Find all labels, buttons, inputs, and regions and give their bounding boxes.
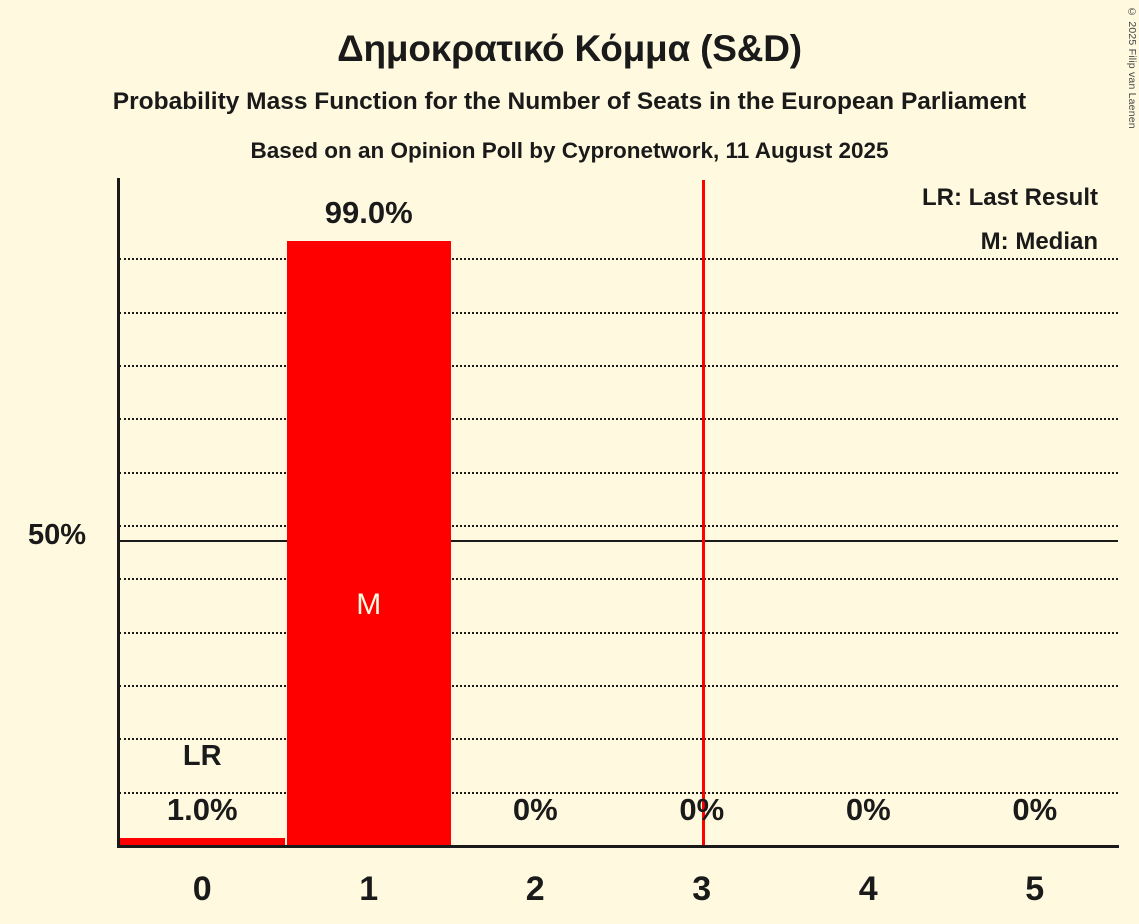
gridline [119,524,1118,527]
x-axis-tick-4: 4 [858,870,878,908]
gridline [119,738,1118,741]
last-result-marker-line [701,180,705,845]
value-label-seats-2: 0% [512,792,558,827]
x-axis-tick-2: 2 [525,870,545,908]
y-axis-line [117,178,120,845]
median-marker-label: M [356,587,382,621]
chart-subtitle: Probability Mass Function for the Number… [112,88,1027,115]
x-axis-tick-3: 3 [692,870,712,908]
value-label-seats-0: 1.0% [166,792,238,827]
gridline-50-percent [119,540,1118,543]
value-label-seats-4: 0% [845,792,891,827]
bar-seats-0[interactable] [120,838,285,845]
legend-item-median: M: Median [980,228,1098,255]
gridline [119,631,1118,634]
value-label-seats-3: 0% [679,792,725,827]
gridline [119,311,1118,314]
gridline [119,471,1118,474]
value-label-seats-1: 99.0% [324,195,413,231]
x-axis-tick-1: 1 [359,870,379,908]
bar-seats-1[interactable]: M [286,241,451,845]
x-axis-tick-5: 5 [1025,870,1045,908]
x-axis-tick-0: 0 [192,870,212,908]
gridline [119,258,1118,261]
gridline [119,578,1118,581]
page-title: Δημοκρατικό Κόμμα (S&D) [337,28,802,69]
last-result-marker-label: LR [182,740,222,772]
x-axis-line [117,845,1119,848]
legend: LR: Last Result M: Median [922,186,1098,254]
plot-area: M LR: Last Result M: Median [117,178,1119,848]
title-block: Δημοκρατικό Κόμμα (S&D) Probability Mass… [0,0,1139,162]
y-axis-tick-label-50: 50% [28,519,87,551]
chart-source-line: Based on an Opinion Poll by Cypronetwork… [250,137,889,163]
gridline [119,418,1118,421]
gridline [119,791,1118,794]
value-label-seats-5: 0% [1012,792,1058,827]
legend-item-last-result: LR: Last Result [921,184,1098,211]
gridline [119,684,1118,687]
copyright-notice: © 2025 Filip van Laenen [1126,6,1138,129]
gridline [119,364,1118,367]
